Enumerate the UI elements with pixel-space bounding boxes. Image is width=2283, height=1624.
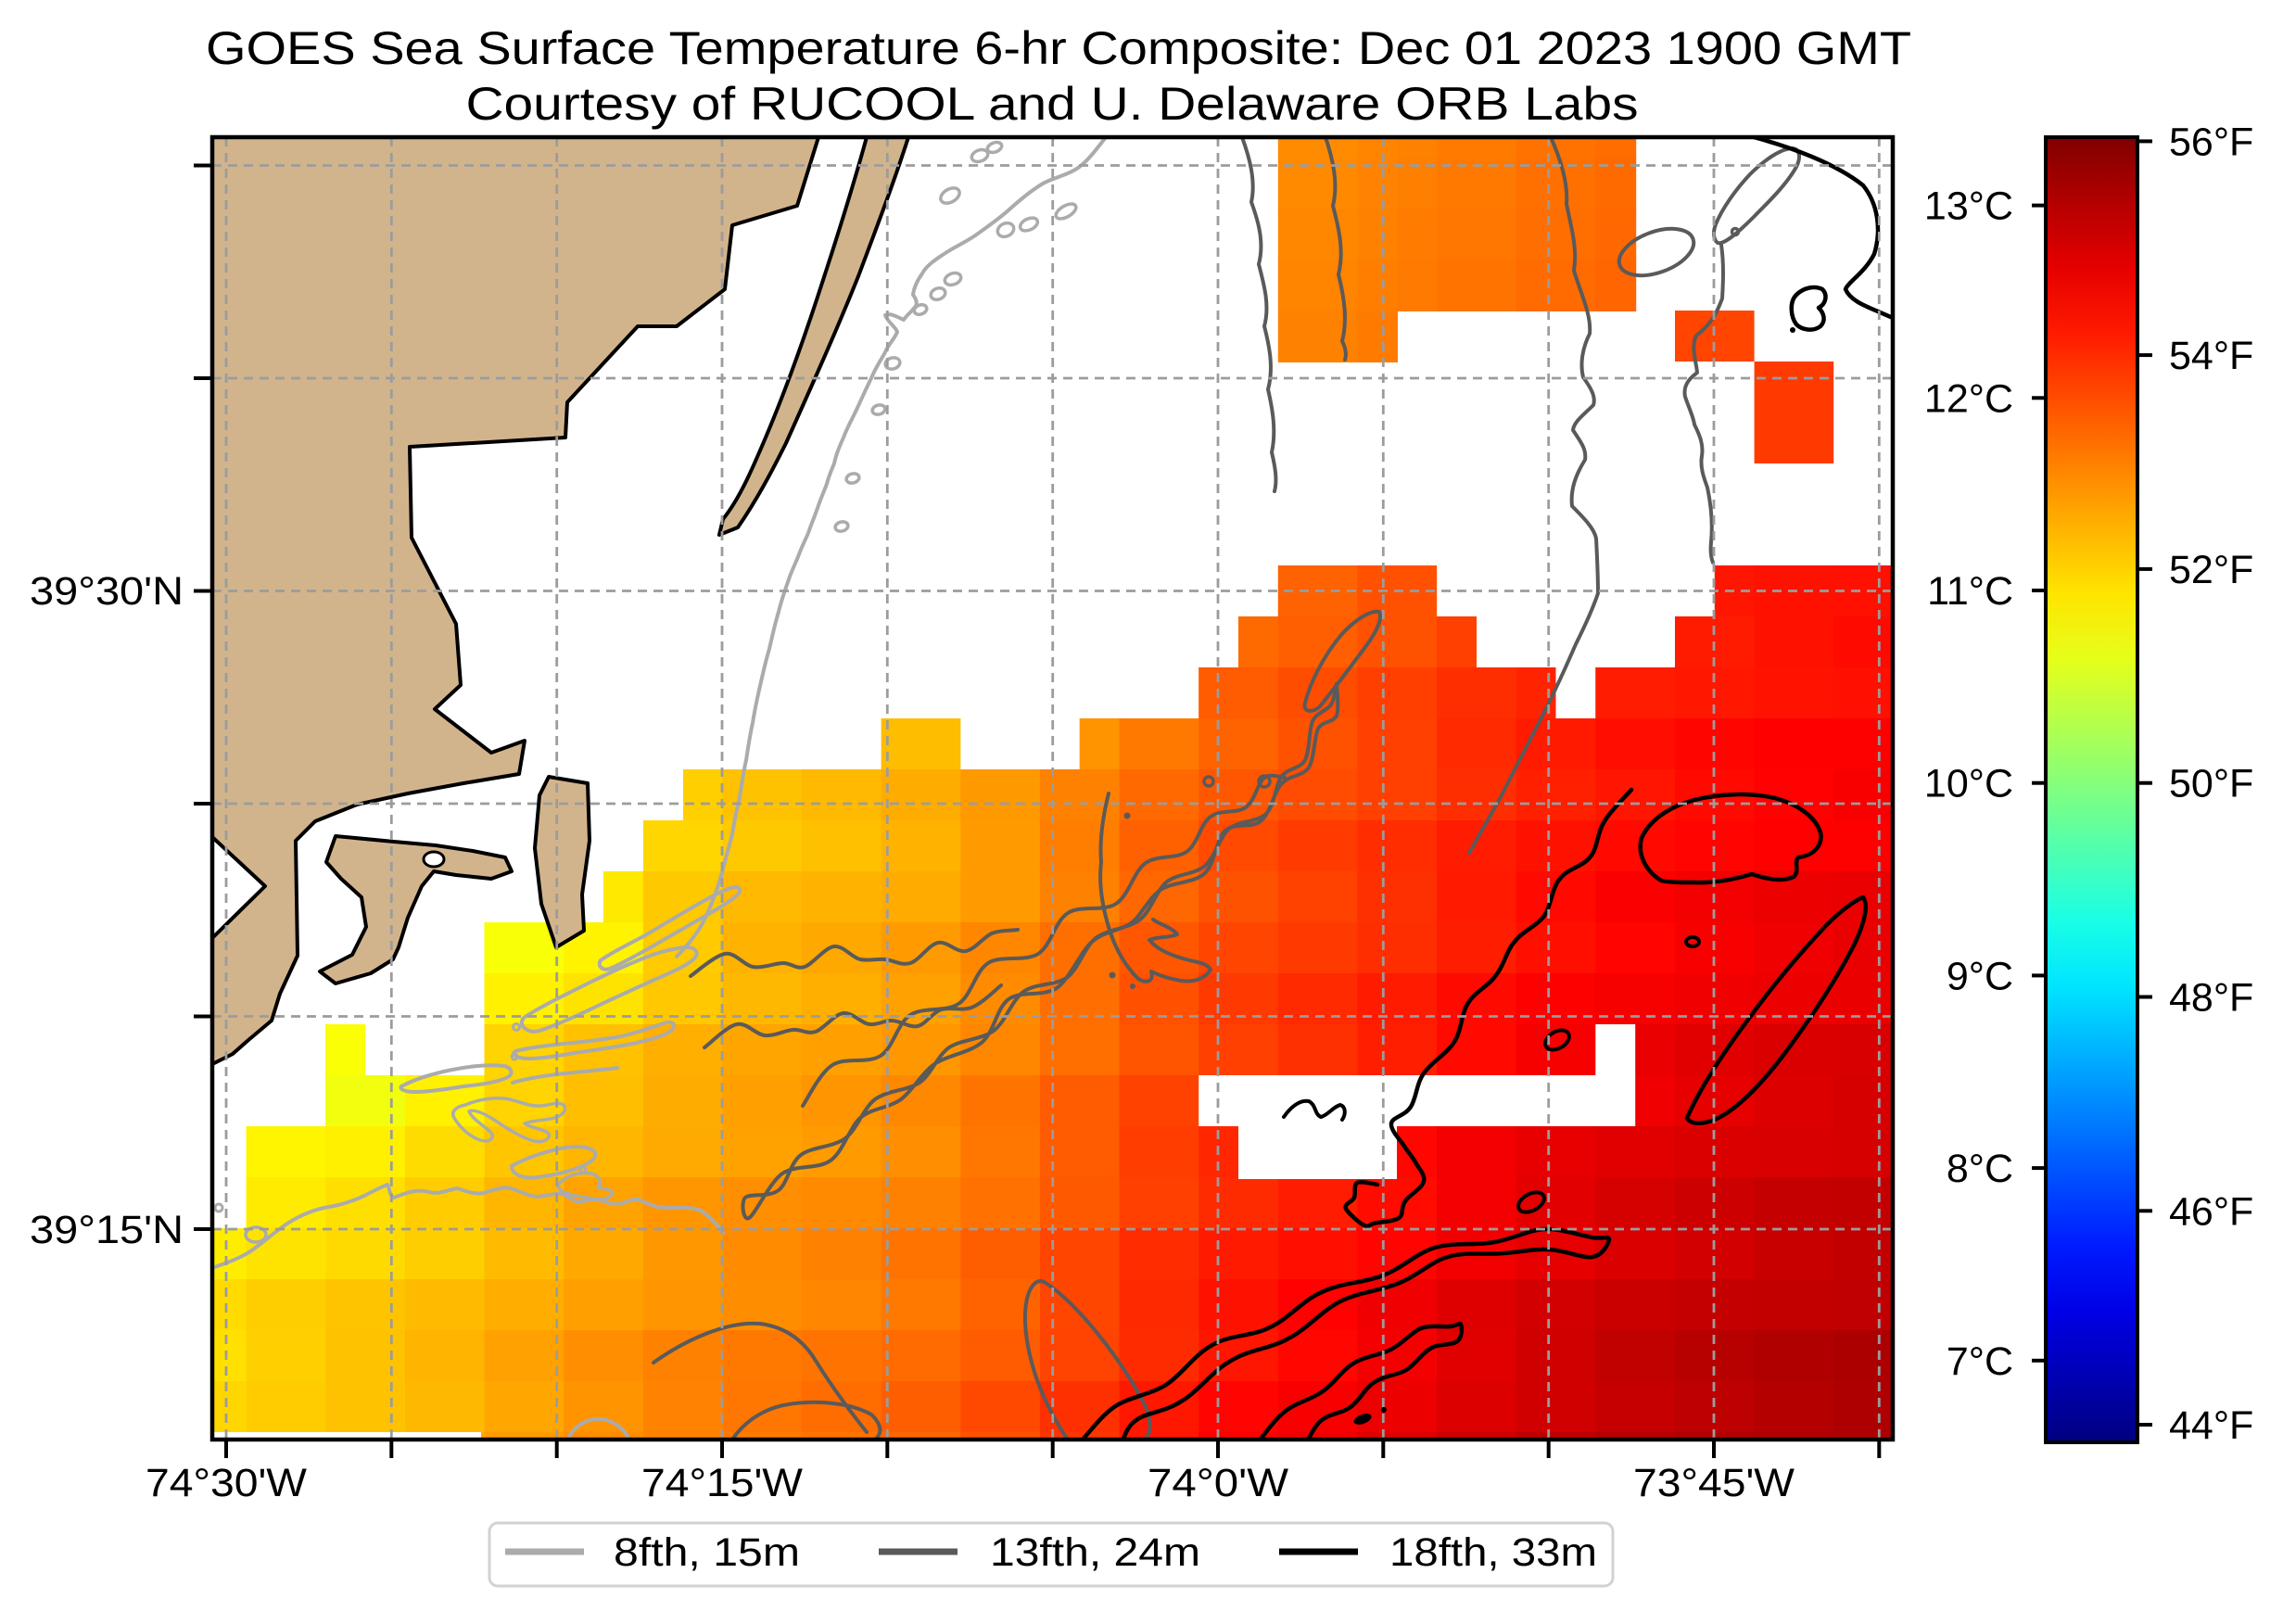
- svg-text:13°C: 13°C: [1924, 184, 2013, 229]
- svg-text:46°F: 46°F: [2169, 1189, 2253, 1234]
- svg-text:56°F: 56°F: [2169, 120, 2253, 164]
- svg-text:8°C: 8°C: [1947, 1147, 2013, 1191]
- svg-text:7°C: 7°C: [1947, 1339, 2013, 1384]
- svg-text:74°30'W: 74°30'W: [146, 1461, 307, 1505]
- svg-text:8fth, 15m: 8fth, 15m: [614, 1530, 800, 1575]
- svg-text:GOES Sea Surface Temperature 6: GOES Sea Surface Temperature 6-hr Compos…: [206, 22, 1911, 74]
- svg-text:39°30'N: 39°30'N: [30, 569, 184, 614]
- svg-text:Courtesy of RUCOOL and U. Dela: Courtesy of RUCOOL and U. Delaware ORB L…: [466, 78, 1639, 130]
- svg-text:13fth, 24m: 13fth, 24m: [990, 1530, 1200, 1575]
- svg-text:10°C: 10°C: [1924, 762, 2013, 806]
- svg-text:54°F: 54°F: [2169, 334, 2253, 378]
- svg-text:74°0'W: 74°0'W: [1148, 1461, 1288, 1505]
- svg-text:74°15'W: 74°15'W: [641, 1461, 803, 1505]
- svg-text:73°45'W: 73°45'W: [1633, 1461, 1795, 1505]
- svg-text:52°F: 52°F: [2169, 548, 2253, 592]
- svg-text:39°15'N: 39°15'N: [30, 1208, 184, 1252]
- svg-text:9°C: 9°C: [1947, 954, 2013, 998]
- svg-text:18fth, 33m: 18fth, 33m: [1389, 1530, 1597, 1575]
- svg-text:50°F: 50°F: [2169, 762, 2253, 806]
- svg-text:48°F: 48°F: [2169, 976, 2253, 1021]
- svg-text:12°C: 12°C: [1924, 376, 2013, 421]
- svg-text:44°F: 44°F: [2169, 1403, 2253, 1448]
- svg-text:11°C: 11°C: [1927, 569, 2013, 614]
